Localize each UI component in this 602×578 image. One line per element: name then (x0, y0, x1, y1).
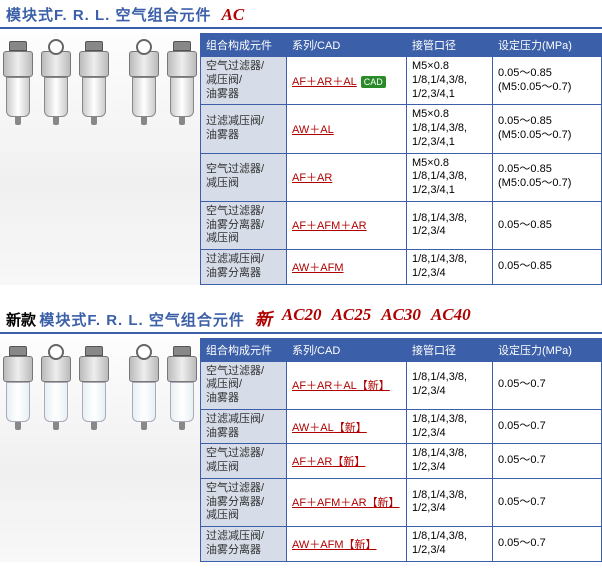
cell-pressure: 0.05～0.85 (493, 201, 602, 249)
model-ac20: AC20 (282, 305, 322, 330)
cell-pressure: 0.05～0.7 (493, 478, 602, 526)
series-link[interactable]: AF＋AR (292, 172, 332, 184)
th-component: 组合构成元件 (201, 338, 287, 361)
cell-pressure: 0.05～0.7 (493, 527, 602, 562)
cell-pressure: 0.05～0.85 (493, 250, 602, 285)
cell-series: AF＋AFM＋AR【新】 (287, 478, 407, 526)
content-row-2: 组合构成元件 系列/CAD 接管口径 设定压力(MPa) 空气过滤器/减压阀/油… (0, 334, 602, 578)
section-ac-new: 新款 模块式F. R. L. 空气组合元件 新 AC20 AC25 AC30 A… (0, 301, 602, 578)
title-prefix-new: 新款 模块式F. R. L. 空气组合元件 (6, 309, 245, 330)
series-link[interactable]: AW＋AL【新】 (292, 422, 367, 434)
series-link[interactable]: AF＋AFM＋AR (292, 220, 367, 232)
cell-component: 过滤减压阀/油雾分离器 (201, 250, 287, 285)
series-link[interactable]: AW＋AL (292, 124, 334, 136)
cell-pressure: 0.05～0.85(M5:0.05～0.7) (493, 153, 602, 201)
content-row-1: 组合构成元件 系列/CAD 接管口径 设定压力(MPa) 空气过滤器/减压阀/油… (0, 29, 602, 301)
series-link[interactable]: AF＋AFM＋AR【新】 (292, 497, 400, 509)
series-link[interactable]: AF＋AR【新】 (292, 456, 365, 468)
cell-port: M5×0.81/8,1/4,3/8,1/2,3/4,1 (407, 57, 493, 105)
cell-series: AF＋AR (287, 153, 407, 201)
cell-series: AW＋AL【新】 (287, 409, 407, 444)
model-ac30: AC30 (381, 305, 421, 330)
series-link[interactable]: AW＋AFM【新】 (292, 539, 377, 551)
th-port: 接管口径 (407, 34, 493, 57)
table-header-row: 组合构成元件 系列/CAD 接管口径 设定压力(MPa) (201, 338, 602, 361)
cell-series: AF＋AR【新】 (287, 444, 407, 479)
cell-port: 1/8,1/4,3/8,1/2,3/4 (407, 409, 493, 444)
table-row: 过滤减压阀/油雾分离器 AW＋AFM【新】 1/8,1/4,3/8,1/2,3/40… (201, 527, 602, 562)
model-ac25: AC25 (332, 305, 372, 330)
cell-component: 空气过滤器/油雾分离器/减压阀 (201, 201, 287, 249)
spec-table-1: 组合构成元件 系列/CAD 接管口径 设定压力(MPa) 空气过滤器/减压阀/油… (200, 33, 602, 285)
table-row: 过滤减压阀/油雾分离器 AW＋AFM 1/8,1/4,3/8,1/2,3/40.05… (201, 250, 602, 285)
new-badge: 【新】 (334, 422, 367, 434)
cell-port: 1/8,1/4,3/8,1/2,3/4 (407, 201, 493, 249)
th-pressure: 设定压力(MPa) (493, 34, 602, 57)
cad-badge[interactable]: CAD (361, 76, 386, 88)
cell-component: 空气过滤器/减压阀/油雾器 (201, 361, 287, 409)
cell-component: 空气过滤器/减压阀 (201, 153, 287, 201)
cell-pressure: 0.05～0.85(M5:0.05～0.7) (493, 105, 602, 153)
cell-pressure: 0.05～0.7 (493, 409, 602, 444)
th-port: 接管口径 (407, 338, 493, 361)
cell-port: 1/8,1/4,3/8,1/2,3/4 (407, 361, 493, 409)
table-row: 空气过滤器/减压阀/油雾器 AF＋AR＋AL【新】 1/8,1/4,3/8,1/2,… (201, 361, 602, 409)
cell-port: 1/8,1/4,3/8,1/2,3/4 (407, 478, 493, 526)
cell-component: 空气过滤器/减压阀/油雾器 (201, 57, 287, 105)
table-row: 过滤减压阀/油雾器 AW＋AL【新】 1/8,1/4,3/8,1/2,3/40.05… (201, 409, 602, 444)
series-link[interactable]: AW＋AFM (292, 262, 344, 274)
section-ac: 模块式F. R. L. 空气组合元件 AC 组合构成元件 系列/CAD 接管口径… (0, 0, 602, 301)
cell-series: AW＋AL (287, 105, 407, 153)
cell-component: 空气过滤器/减压阀 (201, 444, 287, 479)
new-badge: 【新】 (344, 539, 377, 551)
cell-series: AF＋AR＋AL CAD (287, 57, 407, 105)
new-badge: 【新】 (367, 497, 400, 509)
table-row: 空气过滤器/减压阀 AF＋AR M5×0.81/8,1/4,3/8,1/2,3/4,… (201, 153, 602, 201)
series-link[interactable]: AF＋AR＋AL (292, 76, 357, 88)
cell-series: AW＋AFM【新】 (287, 527, 407, 562)
title-bar-1: 模块式F. R. L. 空气组合元件 AC (0, 0, 602, 29)
spec-table-2: 组合构成元件 系列/CAD 接管口径 设定压力(MPa) 空气过滤器/减压阀/油… (200, 338, 602, 562)
cell-pressure: 0.05～0.7 (493, 361, 602, 409)
table-header-row: 组合构成元件 系列/CAD 接管口径 设定压力(MPa) (201, 34, 602, 57)
cell-port: 1/8,1/4,3/8,1/2,3/4 (407, 250, 493, 285)
cell-series: AF＋AFM＋AR (287, 201, 407, 249)
table-row: 空气过滤器/油雾分离器/减压阀 AF＋AFM＋AR 1/8,1/4,3/8,1/2,… (201, 201, 602, 249)
cell-component: 过滤减压阀/油雾器 (201, 409, 287, 444)
cell-pressure: 0.05～0.7 (493, 444, 602, 479)
series-link[interactable]: AF＋AR＋AL【新】 (292, 380, 390, 392)
cell-series: AW＋AFM (287, 250, 407, 285)
table-row: 过滤减压阀/油雾器 AW＋AL M5×0.81/8,1/4,3/8,1/2,3/4,… (201, 105, 602, 153)
title-bar-2: 新款 模块式F. R. L. 空气组合元件 新 AC20 AC25 AC30 A… (0, 301, 602, 334)
cell-port: 1/8,1/4,3/8,1/2,3/4 (407, 444, 493, 479)
table-row: 空气过滤器/油雾分离器/减压阀 AF＋AFM＋AR【新】 1/8,1/4,3/8,1… (201, 478, 602, 526)
cell-component: 空气过滤器/油雾分离器/减压阀 (201, 478, 287, 526)
table-row: 空气过滤器/减压阀 AF＋AR【新】 1/8,1/4,3/8,1/2,3/40.05… (201, 444, 602, 479)
model-ac40: AC40 (431, 305, 471, 330)
th-component: 组合构成元件 (201, 34, 287, 57)
new-badge: 【新】 (357, 380, 390, 392)
th-pressure: 设定压力(MPa) (493, 338, 602, 361)
title-models: 新 AC20 AC25 AC30 AC40 (255, 305, 471, 330)
cell-pressure: 0.05～0.85(M5:0.05～0.7) (493, 57, 602, 105)
cell-component: 过滤减压阀/油雾器 (201, 105, 287, 153)
product-image-2 (0, 338, 200, 562)
cell-port: M5×0.81/8,1/4,3/8,1/2,3/4,1 (407, 105, 493, 153)
table-row: 空气过滤器/减压阀/油雾器 AF＋AR＋AL CAD M5×0.81/8,1/4,3/… (201, 57, 602, 105)
title-model-ac: AC (222, 5, 245, 25)
cell-series: AF＋AR＋AL【新】 (287, 361, 407, 409)
title-main-1: 模块式F. R. L. 空气组合元件 (6, 4, 212, 25)
cell-component: 过滤减压阀/油雾分离器 (201, 527, 287, 562)
th-series: 系列/CAD (287, 34, 407, 57)
cell-port: 1/8,1/4,3/8,1/2,3/4 (407, 527, 493, 562)
th-series: 系列/CAD (287, 338, 407, 361)
new-badge: 【新】 (332, 456, 365, 468)
title-new-char: 新 (255, 305, 272, 330)
cell-port: M5×0.81/8,1/4,3/8,1/2,3/4,1 (407, 153, 493, 201)
product-image-1 (0, 33, 200, 285)
